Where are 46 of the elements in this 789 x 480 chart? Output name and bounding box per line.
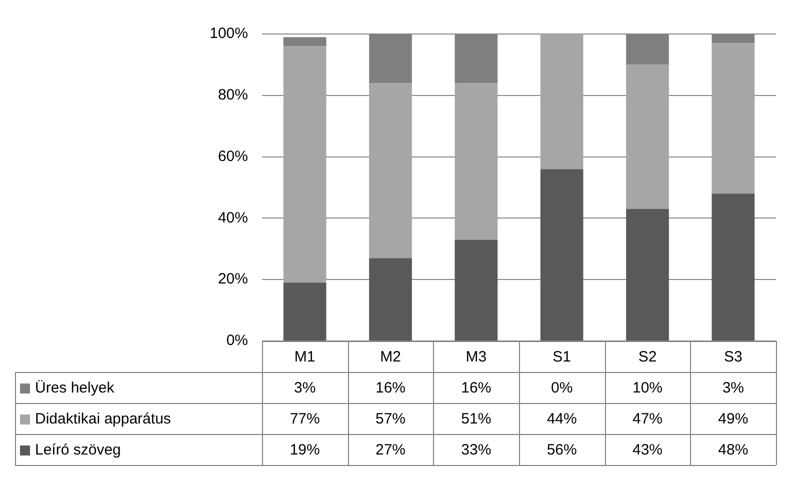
data-label: 51% <box>461 410 492 428</box>
data-label: 0% <box>550 380 573 397</box>
bar <box>454 240 498 340</box>
x-tick-label: M1 <box>294 348 316 366</box>
y-tick-label: 60% <box>218 148 248 165</box>
data-label: 3% <box>722 380 744 397</box>
bar <box>283 37 326 46</box>
data-label: 16% <box>375 380 406 397</box>
x-tick-label: S1 <box>552 348 572 366</box>
y-tick-label: 20% <box>218 270 248 288</box>
legend-label: Üres helyek <box>35 380 115 397</box>
y-tick-label: 0% <box>226 332 248 350</box>
bar <box>712 43 755 194</box>
bar <box>283 46 326 283</box>
y-tick-label: 80% <box>218 86 248 104</box>
data-label: 77% <box>290 410 320 428</box>
data-label: 27% <box>375 442 406 459</box>
y-tick-label: 100% <box>210 25 248 42</box>
x-tick-label: S3 <box>724 348 742 366</box>
data-label: 16% <box>461 380 492 397</box>
bar <box>454 83 498 240</box>
y-tick-label: 40% <box>218 209 248 226</box>
bar <box>540 169 584 340</box>
data-label: 48% <box>718 442 748 459</box>
bar <box>626 208 669 340</box>
legend-label: Didaktikai apparátus <box>35 410 171 428</box>
data-label: 19% <box>290 442 320 459</box>
data-label: 3% <box>294 380 316 397</box>
data-label: 33% <box>461 442 492 459</box>
bar <box>369 83 412 258</box>
data-label: 44% <box>546 410 577 428</box>
data-label: 43% <box>632 442 663 459</box>
data-label: 57% <box>375 410 406 428</box>
x-tick-label: S2 <box>638 348 657 366</box>
data-label: 47% <box>632 410 663 428</box>
bar <box>626 64 669 209</box>
data-label: 56% <box>546 442 577 459</box>
bar <box>540 34 584 170</box>
data-label: 49% <box>718 410 748 428</box>
legend-label: Leíró szöveg <box>35 442 121 459</box>
data-label: 10% <box>632 380 663 397</box>
bar <box>712 194 755 340</box>
x-tick-label: M2 <box>380 348 401 366</box>
bar <box>369 258 412 340</box>
bar <box>283 282 326 340</box>
x-tick-label: M3 <box>466 348 487 366</box>
